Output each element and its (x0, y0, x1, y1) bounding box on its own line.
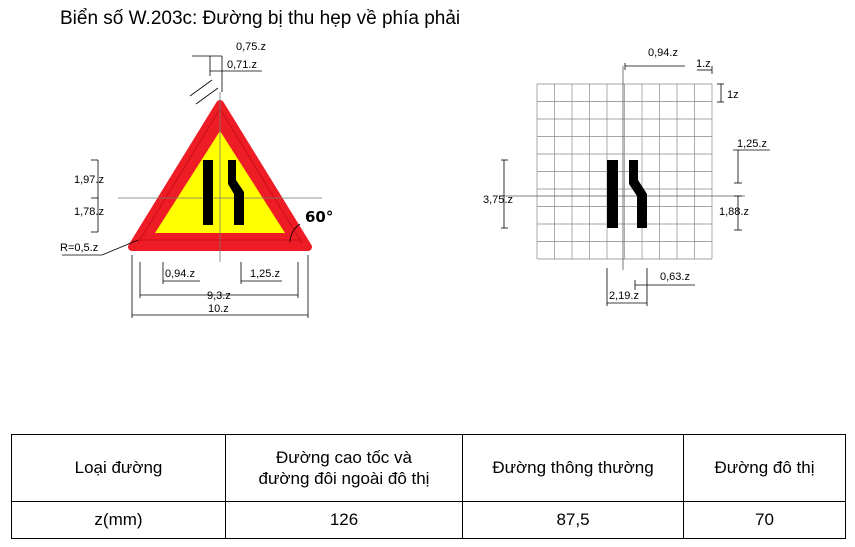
warning-sign (118, 92, 322, 262)
grid-dim-bottom-right: 0,63.z (660, 271, 690, 283)
value-urban-road: 70 (683, 501, 846, 539)
dim-corner-radius: R=0,5.z (60, 242, 98, 254)
table-header-row: Loại đường Đường cao tốc và đường đôi ng… (11, 434, 846, 502)
header-road-type: Loại đường (11, 434, 226, 502)
right-lane-bar-narrowing (228, 160, 244, 225)
header-normal-road: Đường thông thường (462, 434, 684, 502)
value-normal-road: 87,5 (462, 501, 684, 539)
dim-top-inner: 0,71.z (227, 59, 257, 71)
diagram-title: Biển số W.203c: Đường bị thu hẹp về phía… (60, 8, 461, 29)
grid-dim-symbol-height: 3,75.z (483, 194, 513, 206)
dim-upper-height: 1,97.z (74, 174, 104, 186)
grid-dim-bottom-left: 2,19.z (609, 290, 639, 302)
row-label: z(mm) (11, 501, 226, 539)
table-row: z(mm) 126 87,5 70 (11, 501, 846, 539)
left-lane-bar (203, 160, 213, 225)
dim-lower-height: 1,78.z (74, 206, 104, 218)
sign-dimension-lines (62, 55, 309, 318)
grid-dim-cell-height: 1z (727, 89, 739, 101)
size-table: Loại đường Đường cao tốc và đường đôi ng… (11, 434, 846, 539)
dim-top-outer: 0,75.z (236, 41, 266, 53)
grid-dim-cell-width: 1.z (696, 58, 711, 70)
dim-inner-width: 9,3.z (207, 290, 231, 302)
grid-dimension-lines (501, 63, 770, 306)
dim-bar-left: 0,94.z (165, 268, 195, 280)
layout-grid (500, 66, 745, 270)
grid-dim-gap-top: 0,94.z (648, 47, 678, 59)
header-highway: Đường cao tốc và đường đôi ngoài đô thị (225, 434, 463, 502)
dim-angle: 60° (305, 208, 333, 226)
dim-outer-width: 10.z (208, 303, 229, 315)
header-urban-road: Đường đô thị (683, 434, 846, 502)
value-highway: 126 (225, 501, 463, 539)
grid-dim-right-lower: 1,88.z (719, 206, 749, 218)
grid-dim-right-upper: 1,25.z (737, 138, 767, 150)
grid-left-lane-bar (607, 160, 618, 228)
dim-bar-right: 1,25.z (250, 268, 280, 280)
grid-right-lane-bar (629, 160, 647, 228)
sign-drawing: 0,75.z 0,71.z 1,97.z 1,78.z R=0,5.z 60° … (60, 41, 770, 318)
